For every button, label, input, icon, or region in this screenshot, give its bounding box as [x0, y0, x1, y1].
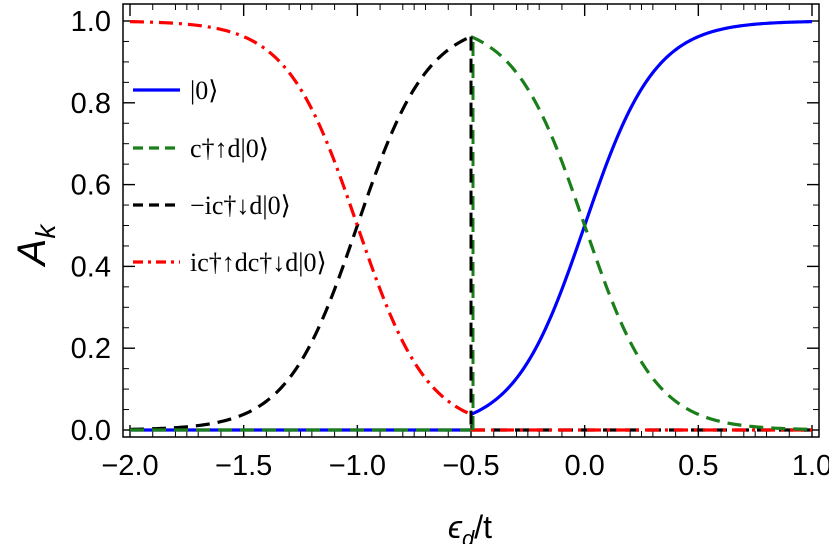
legend-label: −ic†↓d|0⟩ — [190, 191, 291, 220]
series-line — [470, 35, 813, 431]
y-axis-label: Ak — [10, 223, 61, 268]
series-lines — [129, 20, 813, 432]
series-line — [129, 20, 472, 416]
transition-lines — [469, 36, 475, 430]
legend-label: c†↑d|0⟩ — [190, 134, 269, 163]
y-tick-label: 0.4 — [71, 251, 111, 283]
series-line — [470, 20, 813, 416]
y-tick-label: 0.8 — [71, 88, 111, 120]
x-tick-label: 1.0 — [792, 450, 829, 482]
x-tick-label: −2.0 — [101, 450, 158, 482]
x-axis-label: ϵd/t — [448, 509, 492, 544]
x-tick-label: −1.5 — [215, 450, 272, 482]
y-tick-label: 0.0 — [71, 415, 111, 447]
tick-labels: −2.0 −1.5 −1.0 −0.5 0.0 0.5 1.0 0.0 0.2 0.4 0.6 0.8… — [71, 6, 829, 482]
series-line — [129, 35, 472, 431]
y-tick-label: 0.6 — [71, 170, 111, 202]
x-tick-label: −0.5 — [442, 450, 499, 482]
x-tick-label: 0.0 — [565, 450, 605, 482]
legend-label: |0⟩ — [190, 76, 218, 105]
legend: |0⟩ c†↑d|0⟩ −ic†↓d|0⟩ ic†↑dc†↓d|0⟩ — [133, 76, 327, 277]
legend-label: ic†↑dc†↓d|0⟩ — [190, 248, 327, 277]
x-tick-label: 0.5 — [678, 450, 718, 482]
x-tick-label: −1.0 — [329, 450, 386, 482]
y-tick-label: 1.0 — [71, 6, 111, 38]
y-tick-label: 0.2 — [71, 333, 111, 365]
